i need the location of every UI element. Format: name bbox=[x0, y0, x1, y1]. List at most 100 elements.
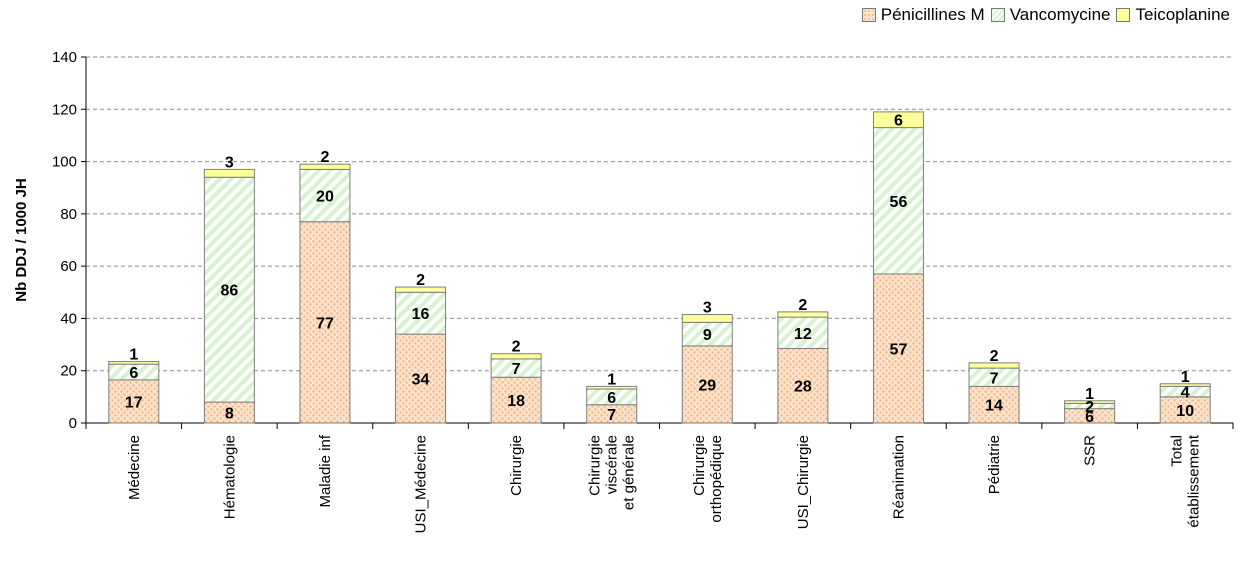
x-category-label-line: USI_Médecine bbox=[413, 435, 430, 533]
data-label-penicillines: 77 bbox=[316, 315, 334, 332]
data-label-penicillines: 34 bbox=[412, 372, 430, 389]
data-label-vancomycine: 56 bbox=[890, 194, 908, 211]
x-category-label: Hématologie bbox=[221, 435, 238, 519]
data-label-vancomycine: 20 bbox=[316, 189, 334, 206]
x-category-label: SSR bbox=[1082, 435, 1099, 466]
bar-penicillines bbox=[872, 273, 924, 424]
data-label-vancomycine: 7 bbox=[990, 370, 999, 387]
data-label-vancomycine: 12 bbox=[794, 326, 812, 343]
x-category-label-line: orthopédique bbox=[708, 435, 725, 523]
legend-label-vancomycine: Vancomycine bbox=[1009, 5, 1111, 24]
data-label-teicoplanine: 1 bbox=[1085, 386, 1094, 403]
legend-label-teicoplanine: Teicoplanine bbox=[1135, 5, 1230, 24]
x-category-label-line: Pédiatrie bbox=[986, 435, 1003, 494]
x-category-label: Chirurgieorthopédique bbox=[691, 435, 725, 523]
data-label-teicoplanine: 1 bbox=[607, 371, 616, 388]
x-category-label: Pédiatrie bbox=[986, 435, 1003, 494]
y-gridlines bbox=[86, 56, 1233, 372]
bar-teicoplanine bbox=[968, 362, 1020, 369]
bar-vancomycine bbox=[203, 176, 255, 403]
bar-penicillines bbox=[395, 333, 447, 424]
y-axis-ticks: 0 20 40 60 80 100 120 140 bbox=[52, 49, 86, 432]
bar-penicillines bbox=[1159, 396, 1211, 424]
data-label-teicoplanine: 1 bbox=[129, 347, 138, 364]
data-label-teicoplanine: 3 bbox=[703, 300, 712, 317]
data-label-teicoplanine: 2 bbox=[990, 348, 999, 365]
data-label-vancomycine: 86 bbox=[220, 283, 238, 300]
x-category-label: Médecine bbox=[126, 435, 143, 500]
bar-penicillines bbox=[968, 385, 1020, 424]
bar-teicoplanine bbox=[395, 286, 447, 293]
data-label-penicillines: 17 bbox=[125, 394, 143, 411]
bar-teicoplanine bbox=[1064, 400, 1116, 404]
y-tick-label: 120 bbox=[52, 101, 77, 118]
bar-vancomycine bbox=[872, 127, 924, 275]
bar-teicoplanine bbox=[490, 353, 542, 360]
data-label-vancomycine: 6 bbox=[607, 390, 616, 407]
data-label-vancomycine: 9 bbox=[703, 327, 712, 344]
y-tick-label: 40 bbox=[60, 310, 77, 327]
data-label-penicillines: 10 bbox=[1176, 403, 1194, 420]
y-tick-label: 0 bbox=[69, 415, 77, 432]
bar-teicoplanine bbox=[872, 111, 924, 129]
y-tick-label: 140 bbox=[52, 49, 77, 66]
x-category-label-line: Hématologie bbox=[221, 435, 238, 519]
y-tick-label: 60 bbox=[60, 258, 77, 275]
bar-penicillines bbox=[299, 221, 351, 424]
data-label-penicillines: 7 bbox=[607, 407, 616, 424]
data-label-teicoplanine: 2 bbox=[512, 339, 521, 356]
bar-penicillines bbox=[681, 345, 733, 424]
x-category-label: Chirurgie bbox=[508, 435, 525, 496]
y-tick-label: 80 bbox=[60, 206, 77, 223]
data-label-teicoplanine: 1 bbox=[1181, 369, 1190, 386]
x-category-label: Totalétablissement bbox=[1169, 434, 1203, 527]
legend-swatch-vancomycine bbox=[990, 8, 1005, 22]
x-category-label-line: et générale bbox=[621, 435, 638, 510]
data-label-penicillines: 28 bbox=[794, 379, 812, 396]
x-category-label-line: USI_Chirurgie bbox=[795, 435, 812, 529]
x-category-label-line: Maladie inf bbox=[317, 434, 334, 507]
x-category-label-line: Médecine bbox=[126, 435, 143, 500]
bar-teicoplanine bbox=[203, 168, 255, 178]
x-category-label: Réanimation bbox=[890, 435, 907, 519]
x-category-label: Maladie inf bbox=[317, 434, 334, 507]
x-category-label: Chirurgieviscéraleet générale bbox=[587, 435, 638, 510]
y-tick-label: 100 bbox=[52, 154, 77, 171]
data-label-penicillines: 29 bbox=[698, 377, 716, 394]
x-category-label-line: Chirurgie bbox=[691, 435, 708, 496]
bar-teicoplanine bbox=[108, 361, 160, 365]
data-label-penicillines: 18 bbox=[507, 393, 525, 410]
x-axis-category-labels: Médecine Hématologie Maladie inf USI_Médeci… bbox=[126, 434, 1203, 533]
x-category-label-line: Total bbox=[1169, 435, 1186, 467]
bar-teicoplanine bbox=[299, 163, 351, 170]
y-axis-label: Nb DDJ / 1000 JH bbox=[13, 178, 30, 301]
bars bbox=[108, 111, 1211, 424]
data-label-vancomycine: 6 bbox=[129, 365, 138, 382]
legend-swatch-teicoplanine bbox=[1116, 8, 1131, 22]
data-label-penicillines: 14 bbox=[985, 398, 1003, 415]
bar-vancomycine bbox=[777, 316, 829, 349]
data-label-teicoplanine: 3 bbox=[225, 154, 234, 171]
x-category-label-line: viscérale bbox=[604, 435, 621, 494]
legend-item-penicillines: Pénicillines M bbox=[861, 5, 985, 25]
data-label-teicoplanine: 2 bbox=[416, 272, 425, 289]
data-label-vancomycine: 2 bbox=[1085, 399, 1094, 416]
legend-swatch-penicillines bbox=[861, 8, 876, 22]
data-label-vancomycine: 7 bbox=[512, 361, 521, 378]
data-label-vancomycine: 16 bbox=[412, 306, 430, 323]
x-axis-ticks bbox=[85, 423, 1234, 429]
x-category-label-line: Chirurgie bbox=[587, 435, 604, 496]
legend-item-teicoplanine: Teicoplanine bbox=[1116, 5, 1230, 25]
data-label-vancomycine: 4 bbox=[1181, 385, 1190, 402]
x-category-label-line: établissement bbox=[1186, 434, 1203, 527]
x-category-label: USI_Médecine bbox=[413, 435, 430, 533]
bar-vancomycine bbox=[299, 168, 351, 223]
y-tick-label: 20 bbox=[60, 363, 77, 380]
legend-label-penicillines: Pénicillines M bbox=[880, 5, 985, 24]
data-label-penicillines: 57 bbox=[890, 341, 908, 358]
bar-penicillines bbox=[777, 347, 829, 424]
x-category-label-line: Réanimation bbox=[890, 435, 907, 519]
